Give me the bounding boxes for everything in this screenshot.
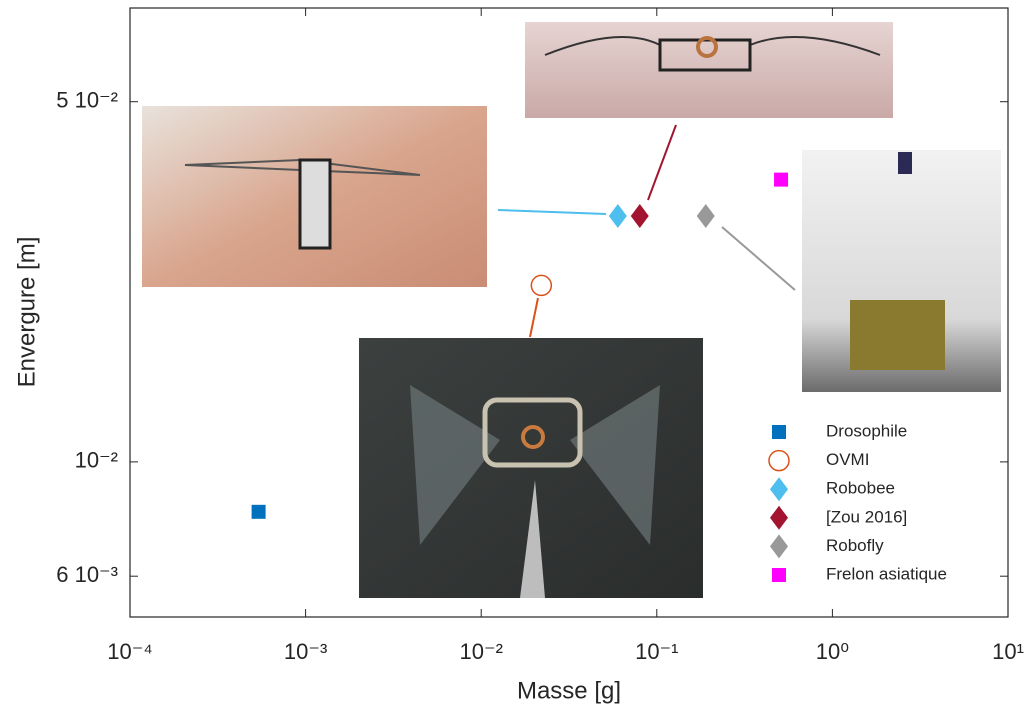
photo-detail	[482, 397, 583, 468]
y-tick-label: 10⁻²	[75, 448, 118, 473]
legend-marker	[770, 477, 788, 502]
legend-label: Robobee	[826, 479, 895, 498]
legend-label: OVMI	[826, 450, 869, 469]
photo-detail	[410, 385, 660, 545]
legend-label: Frelon asiatique	[826, 564, 947, 583]
legend-label: Robofly	[826, 536, 884, 555]
legend-marker	[772, 425, 786, 439]
marker	[530, 274, 553, 297]
y-tick-label: 6 10⁻³	[56, 562, 118, 587]
marker	[774, 172, 789, 187]
photo-detail	[520, 480, 545, 598]
x-axis-title: Masse [g]	[517, 677, 621, 704]
photo-detail	[521, 425, 545, 449]
connector	[647, 124, 677, 201]
photo-detail	[850, 300, 945, 370]
legend-marker	[770, 505, 788, 530]
y-tick-label: 5 10⁻²	[56, 88, 118, 113]
x-tick-label: 10⁰	[816, 639, 849, 664]
photo-detail	[184, 158, 421, 176]
photo-detail	[898, 152, 912, 174]
photo-detail	[696, 36, 718, 58]
legend-label: Drosophile	[826, 421, 907, 440]
photos	[142, 22, 1001, 598]
x-tick-label: 10⁻²	[459, 639, 502, 664]
legend-marker	[772, 568, 786, 582]
connector	[721, 226, 796, 291]
photo-detail	[544, 36, 881, 56]
connector	[497, 209, 607, 215]
marker	[696, 204, 715, 229]
x-tick-label: 10⁻⁴	[107, 639, 153, 664]
x-tick-label: 10¹	[992, 639, 1024, 664]
marker	[251, 504, 266, 519]
connector	[529, 297, 539, 338]
y-axis-title: Envergure [m]	[13, 237, 40, 388]
legend-marker	[770, 534, 788, 559]
x-tick-label: 10⁻³	[284, 639, 327, 664]
legend-marker	[768, 449, 790, 472]
x-tick-label: 10⁻¹	[635, 639, 678, 664]
connectors	[497, 124, 796, 338]
photo-detail	[298, 158, 332, 250]
marker	[630, 204, 649, 229]
legend-label: [Zou 2016]	[826, 507, 907, 526]
marker	[608, 204, 627, 229]
